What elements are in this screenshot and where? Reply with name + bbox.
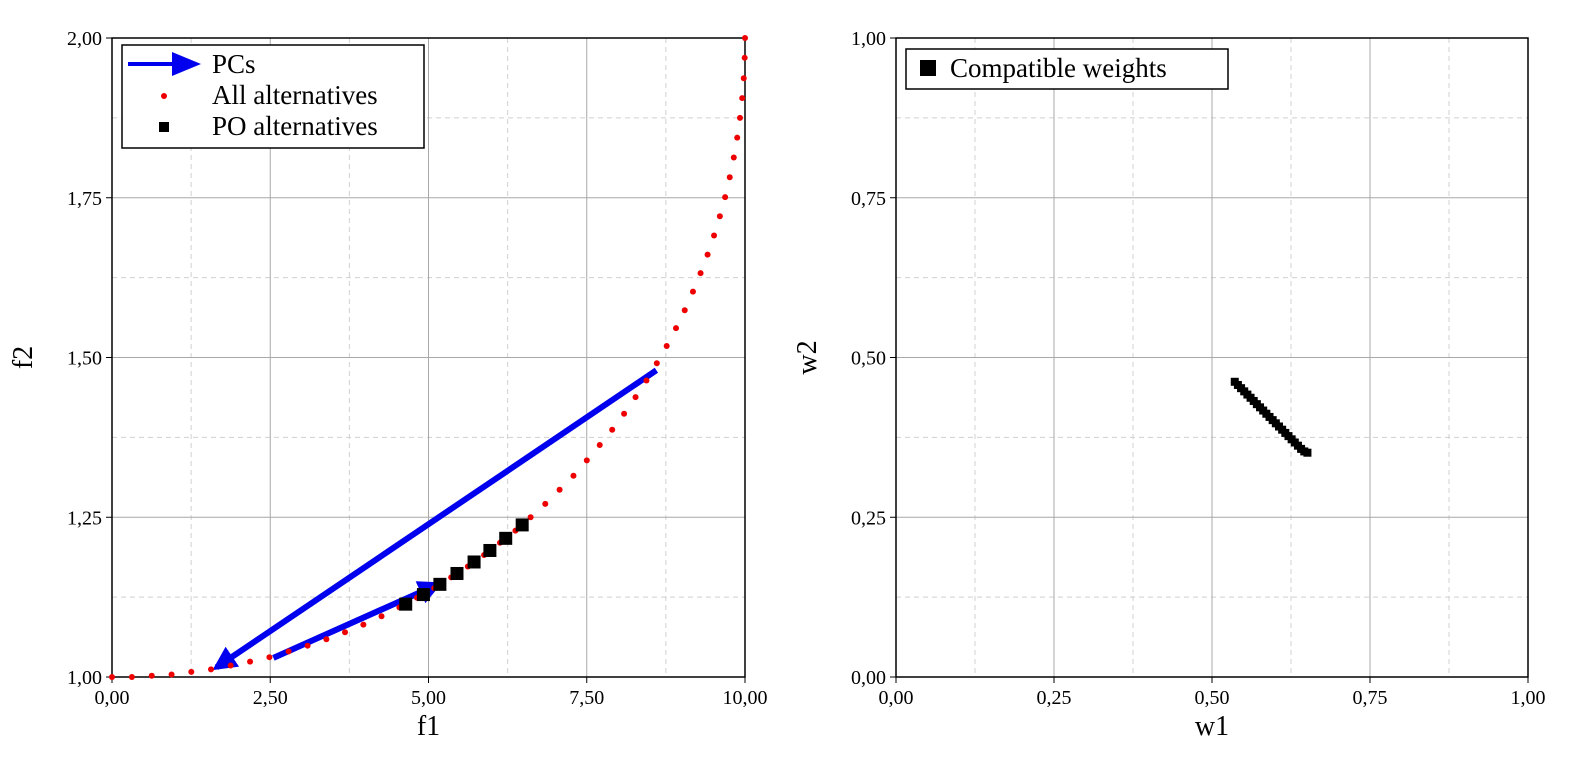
weight-space-plot: 0,00 0,25 0,50 0,75 1,00 0,00 0,25 0,50 0,75 1,00… <box>792 28 1546 742</box>
legend-arrow-head <box>172 52 201 76</box>
alternative-dot <box>609 426 616 433</box>
legend-label: All alternatives <box>212 80 378 110</box>
po-alternative-square <box>433 577 447 591</box>
alternative-dot <box>739 95 746 102</box>
alternative-dot <box>716 213 723 220</box>
alternative-dot <box>570 472 577 479</box>
alternative-dot <box>556 486 563 493</box>
compatible-weight-square <box>1303 448 1312 457</box>
y-tick-label: 2,00 <box>67 28 102 50</box>
alternative-dot <box>681 307 688 314</box>
alternative-dot <box>542 500 549 507</box>
alternative-dot <box>128 674 135 680</box>
y-tick-label: 1,75 <box>67 188 102 210</box>
legend-square <box>159 122 169 132</box>
alternative-dot <box>726 174 733 181</box>
x-tick-label: 10,00 <box>723 687 768 709</box>
alternative-dot <box>740 75 747 82</box>
po-alternative-square <box>399 597 413 611</box>
alternative-dot <box>711 232 718 239</box>
alternative-dot <box>689 288 696 295</box>
alternative-dot <box>722 194 729 201</box>
legend-label: PO alternatives <box>212 111 378 141</box>
objective-space-plot: 0,00 2,50 5,00 7,50 10,00 1,00 1,25 1,50 1,75 2,0… <box>8 28 768 742</box>
y-tick-label: 1,00 <box>851 28 886 50</box>
x-tick-label: 5,00 <box>411 687 446 709</box>
y-tick-label: 0,25 <box>851 507 886 529</box>
legend-box <box>905 48 1229 90</box>
legend-label: PCs <box>212 49 256 79</box>
alternative-dot <box>643 377 650 384</box>
x-tick-label: 0,00 <box>95 687 130 709</box>
alternative-dot <box>673 325 680 332</box>
po-alternative-square <box>416 588 430 602</box>
alternative-dot <box>583 457 590 464</box>
alternative-dot <box>208 666 215 673</box>
alternative-dot <box>596 442 603 449</box>
alternative-dot <box>736 114 743 121</box>
legend-dot <box>161 93 167 99</box>
alternative-dot <box>621 410 628 417</box>
alternative-dot <box>704 251 711 258</box>
po-alternative-square <box>467 555 481 569</box>
x-tick-label: 0,00 <box>879 687 914 709</box>
alternative-dot <box>304 642 311 649</box>
legend-label: Compatible weights <box>950 53 1167 83</box>
alternative-dot <box>148 672 155 679</box>
alternative-dot <box>378 613 385 620</box>
alternative-dot <box>742 35 748 41</box>
alternative-dot <box>632 394 639 401</box>
y-tick-label: 1,25 <box>67 507 102 529</box>
po-alternative-square <box>483 543 497 557</box>
alternative-dot <box>697 270 704 277</box>
alternative-dot <box>168 671 175 678</box>
y-tick-label: 0,75 <box>851 188 886 210</box>
alternative-dot <box>323 636 330 643</box>
x-tick-label: 0,25 <box>1037 687 1072 709</box>
alternative-dot <box>109 674 115 680</box>
x-tick-label: 1,00 <box>1511 687 1546 709</box>
alternative-dot <box>247 658 254 665</box>
alternative-dot <box>663 342 670 349</box>
alternative-dot <box>527 514 534 521</box>
po-alternative-square <box>499 531 513 545</box>
alternative-dot <box>741 54 748 61</box>
y-axis-title: f2 <box>8 346 39 369</box>
x-tick-label: 2,50 <box>253 687 288 709</box>
alternative-dot <box>730 154 737 161</box>
alternative-dot <box>342 629 349 636</box>
po-alternative-square <box>515 518 529 532</box>
y-tick-label: 1,50 <box>67 348 102 370</box>
x-tick-label: 7,50 <box>569 687 604 709</box>
plot-frame <box>895 37 1529 678</box>
y-tick-label: 0,50 <box>851 348 886 370</box>
x-axis-title: w1 <box>1195 711 1229 742</box>
pc-arrow <box>272 581 443 661</box>
plot-frame <box>111 37 746 678</box>
y-tick-label: 1,00 <box>67 667 102 689</box>
alternative-dot <box>734 134 741 141</box>
alternative-dot <box>188 668 195 675</box>
po-alternative-square <box>450 566 464 580</box>
x-axis-title: f1 <box>417 711 440 742</box>
alternative-dot <box>266 654 273 661</box>
x-tick-label: 0,50 <box>1195 687 1230 709</box>
y-axis-title: w2 <box>792 340 823 374</box>
alternative-dot <box>285 648 292 655</box>
legend-square <box>920 60 936 76</box>
alternative-dot <box>360 621 367 628</box>
pc-arrow <box>212 367 659 671</box>
y-tick-label: 0,00 <box>851 667 886 689</box>
alternative-dot <box>653 360 660 367</box>
alternative-dot <box>227 662 234 669</box>
x-tick-label: 0,75 <box>1353 687 1388 709</box>
